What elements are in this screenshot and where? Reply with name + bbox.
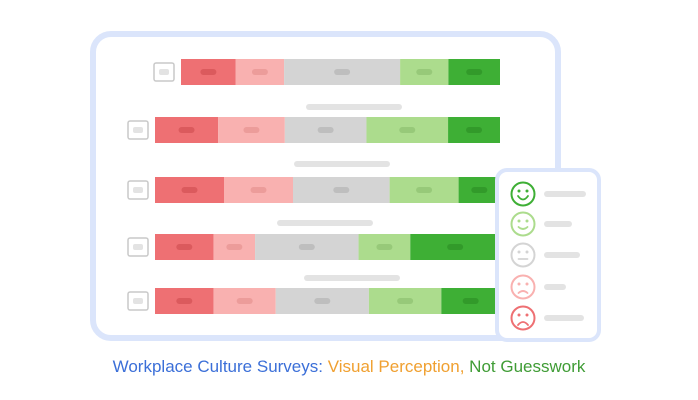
face-eye-left [517, 282, 521, 286]
segment-label-placeholder [298, 244, 315, 250]
survey-row [153, 59, 500, 85]
row-checkbox-mark [133, 298, 143, 304]
sad-face-icon [510, 305, 536, 331]
segment-label-placeholder [226, 244, 243, 250]
face-outline [510, 274, 536, 300]
face-eye-right [525, 219, 529, 223]
face-eye-right [525, 313, 529, 317]
question-text-placeholder [277, 220, 373, 226]
rating-scale-legend [495, 168, 601, 342]
face-eye-right [525, 189, 529, 193]
question-placeholders [277, 104, 402, 281]
segment-label-placeholder [176, 244, 193, 250]
caption-part-surveys: Workplace Culture Surveys: [112, 357, 323, 376]
face-eye-left [517, 250, 521, 254]
row-checkbox-mark [133, 127, 143, 133]
legend-text-placeholder [544, 315, 584, 321]
segment-label-placeholder [471, 187, 488, 193]
face-outline [510, 211, 536, 237]
question-text-placeholder [294, 161, 390, 167]
neutral-face-icon [510, 242, 536, 268]
face-eye-right [525, 282, 529, 286]
survey-row [127, 234, 500, 260]
survey-illustration-graphic [90, 31, 601, 342]
face-outline [510, 181, 536, 207]
segment-label-placeholder [397, 298, 414, 304]
row-checkbox-mark [133, 244, 143, 250]
face-eye-left [517, 219, 521, 223]
segment-label-placeholder [314, 298, 331, 304]
face-mouth [517, 321, 529, 326]
segment-label-placeholder [251, 69, 268, 75]
survey-row [127, 177, 500, 203]
segment-label-placeholder [399, 127, 416, 133]
segment-label-placeholder [462, 298, 479, 304]
segment-label-placeholder [181, 187, 198, 193]
segment-label-placeholder [334, 69, 351, 75]
frown-face-icon [510, 274, 536, 300]
smile-face-icon [510, 211, 536, 237]
segment-label-placeholder [317, 127, 334, 133]
survey-rows [127, 59, 500, 314]
face-outline [510, 305, 536, 331]
question-text-placeholder [304, 275, 400, 281]
segment-label-placeholder [176, 298, 193, 304]
segment-label-placeholder [333, 187, 350, 193]
segment-label-placeholder [466, 69, 483, 75]
face-mouth [517, 226, 529, 230]
face-outline [510, 242, 536, 268]
segment-label-placeholder [466, 127, 483, 133]
legend-text-placeholder [544, 284, 566, 290]
segment-label-placeholder [447, 244, 464, 250]
caption-part-visual-perception: Visual Perception, [327, 357, 465, 376]
segment-label-placeholder [416, 187, 433, 193]
segment-label-placeholder [250, 187, 267, 193]
face-mouth [517, 195, 529, 201]
face-mouth [517, 290, 529, 294]
face-eye-left [517, 313, 521, 317]
row-checkbox-mark [159, 69, 169, 75]
segment-label-placeholder [178, 127, 195, 133]
segment-label-placeholder [376, 244, 393, 250]
big-smile-face-icon [510, 181, 536, 207]
survey-row [127, 288, 500, 314]
caption: Workplace Culture Surveys: Visual Percep… [0, 355, 698, 379]
segment-label-placeholder [236, 298, 253, 304]
question-text-placeholder [306, 104, 402, 110]
segment-label-placeholder [200, 69, 217, 75]
legend-text-placeholder [544, 191, 586, 197]
caption-part-not-guesswork: Not Guesswork [469, 357, 586, 376]
face-eye-right [525, 250, 529, 254]
face-eye-left [517, 189, 521, 193]
segment-label-placeholder [243, 127, 260, 133]
segment-label-placeholder [416, 69, 433, 75]
legend-text-placeholder [544, 221, 572, 227]
row-checkbox-mark [133, 187, 143, 193]
survey-row [127, 117, 500, 143]
legend-text-placeholder [544, 252, 580, 258]
